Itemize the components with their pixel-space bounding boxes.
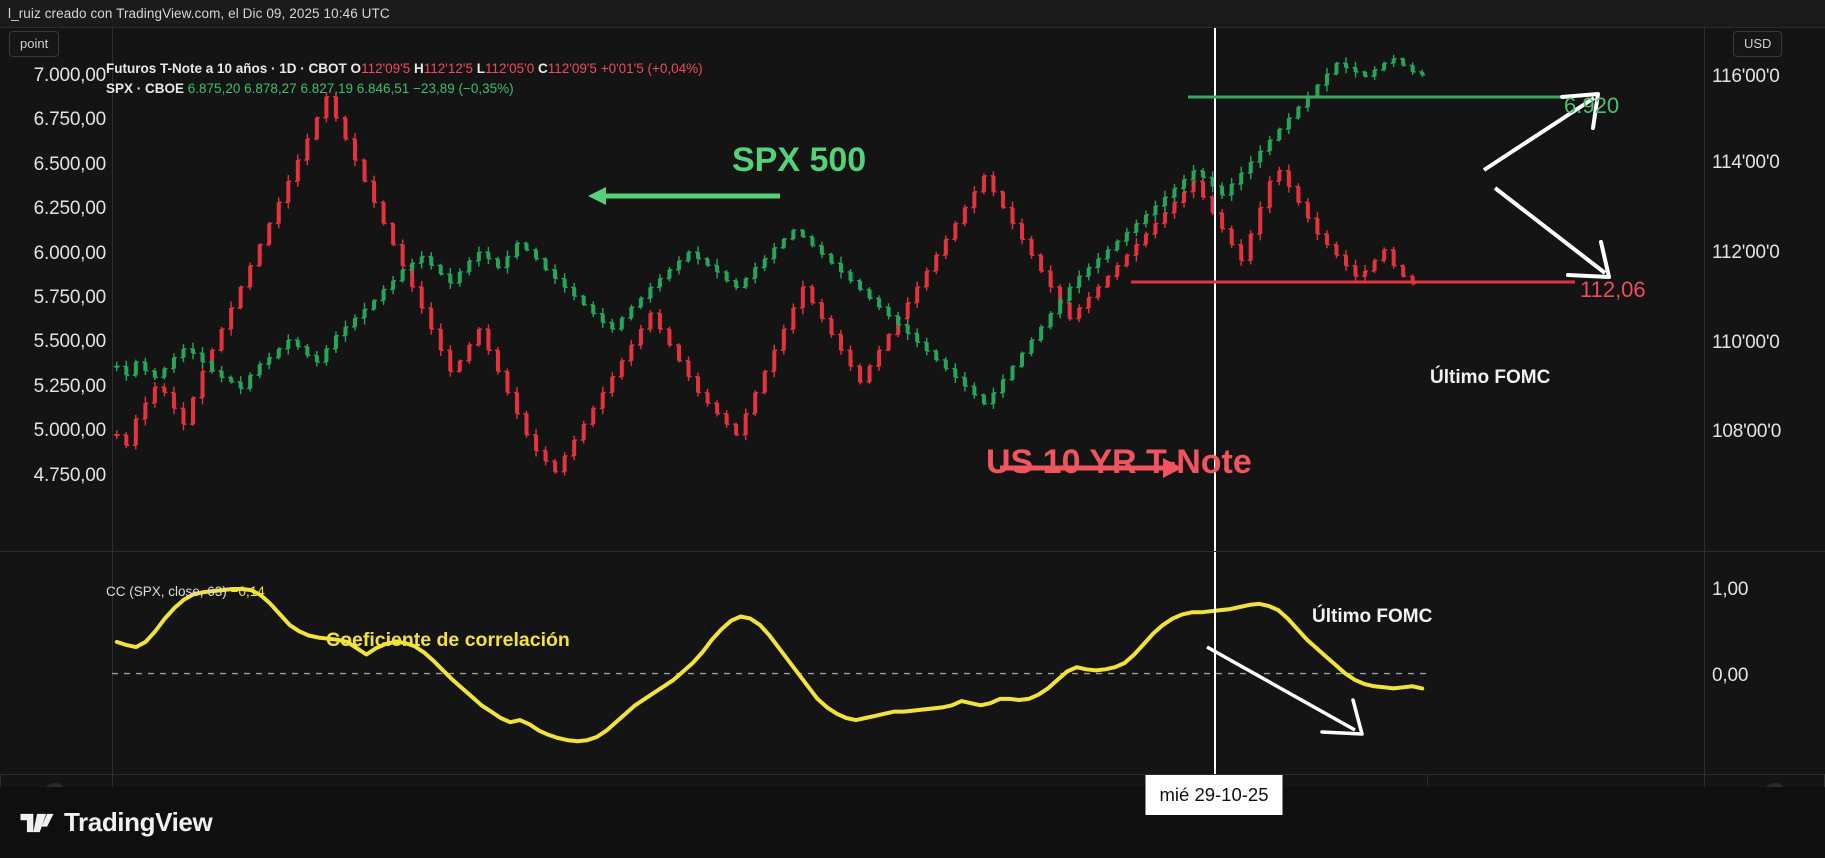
annotation-spx-500: SPX 500 <box>732 141 867 179</box>
legend-secondary-high: 6.878,27 <box>244 80 297 96</box>
right-axis-tick: 112'00'0 <box>1712 242 1780 263</box>
price-pane[interactable]: 7.000,00 6.750,00 6.500,00 6.250,00 6.00… <box>0 28 1825 552</box>
legend-low-label: L <box>476 61 485 76</box>
right-axis-unit-badge[interactable]: USD <box>1733 31 1783 57</box>
legend-high-label: H <box>414 61 424 76</box>
legend-primary-change: +0'01'5 (+0,04%) <box>600 61 703 76</box>
legend-primary-title: Futuros T-Note a 10 años · 1D · CBOT <box>106 61 347 76</box>
attribution-text: l_ruiz creado con TradingView.com, el Di… <box>8 6 390 21</box>
right-axis-tick: 108'00'0 <box>1712 421 1782 442</box>
left-axis-tick: 6.000,00 <box>33 243 107 264</box>
correlation-legend[interactable]: CC (SPX, close, 63) −0,14 <box>106 584 265 599</box>
legend-row-primary[interactable]: Futuros T-Note a 10 años · 1D · CBOT O11… <box>106 59 703 79</box>
fomc-vertical-line-lower <box>1214 552 1216 774</box>
footer-bar: TradingView <box>0 787 1825 858</box>
legend-close-label: C <box>537 61 548 76</box>
left-price-axis[interactable]: 7.000,00 6.750,00 6.500,00 6.250,00 6.00… <box>0 28 113 551</box>
left-axis-tick: 4.750,00 <box>33 465 107 486</box>
price-pane-legend: Futuros T-Note a 10 años · 1D · CBOT O11… <box>106 59 703 98</box>
tradingview-logo[interactable]: TradingView <box>0 807 213 838</box>
left-axis-tick: 6.500,00 <box>33 154 107 175</box>
annotation-ultimo-fomc-lower: Último FOMC <box>1312 606 1433 627</box>
annotation-us-10yr-tnote: US 10 YR T-Note <box>986 443 1252 481</box>
legend-open-label: O <box>350 61 362 76</box>
left-axis-unit-badge[interactable]: point <box>9 31 60 57</box>
left-axis-tick: 7.000,00 <box>33 65 107 86</box>
lower-axis-tick: 1,00 <box>1712 579 1749 600</box>
tradingview-logo-text: TradingView <box>64 807 213 837</box>
left-axis-tick: 6.250,00 <box>33 198 107 219</box>
left-axis-tick: 5.000,00 <box>33 420 107 441</box>
left-axis-tick: 5.500,00 <box>33 331 107 352</box>
legend-row-secondary[interactable]: SPX · CBOE 6.875,20 6.878,27 6.827,19 6.… <box>106 79 703 99</box>
legend-high-value: 112'12'5 <box>423 61 473 76</box>
correlation-series-canvas <box>112 587 1427 744</box>
indicator-value: −0,14 <box>230 584 265 599</box>
legend-secondary-change: −23,89 (−0,35%) <box>413 80 514 96</box>
legend-open-value: 112'09'5 <box>361 61 411 76</box>
lower-left-axis <box>0 552 113 774</box>
axis-divider <box>1704 552 1705 774</box>
attribution-bar: l_ruiz creado con TradingView.com, el Di… <box>0 0 1825 27</box>
annotation-ultimo-fomc-main: Último FOMC <box>1430 367 1551 388</box>
fomc-vertical-line-main <box>1214 28 1216 551</box>
annotation-coeficiente-correlacion: Coeficiente de correlación <box>326 629 570 651</box>
right-axis-tick: 114'00'0 <box>1712 152 1780 173</box>
time-cursor-date-badge: mié 29-10-25 <box>1145 775 1283 815</box>
price-tag-spx-level: 6.920 <box>1564 93 1620 118</box>
right-axis-tick: 116'00'0 <box>1712 66 1780 87</box>
legend-secondary-open: 6.875,20 <box>187 80 241 96</box>
legend-low-value: 112'05'0 <box>485 61 535 76</box>
legend-secondary-close: 6.846,51 <box>356 80 410 96</box>
left-axis-tick: 5.750,00 <box>33 287 107 308</box>
correlation-plot-area[interactable] <box>112 552 1427 774</box>
price-tag-tnote-level: 112,06 <box>1580 277 1646 302</box>
legend-secondary-low: 6.827,19 <box>300 80 353 96</box>
axis-divider <box>1704 28 1705 551</box>
tradingview-logo-icon <box>20 813 54 832</box>
right-axis-tick: 110'00'0 <box>1712 332 1780 353</box>
lower-axis-tick: 0,00 <box>1712 665 1749 686</box>
legend-close-value: 112'09'5 <box>547 61 597 76</box>
chart-frame: 7.000,00 6.750,00 6.500,00 6.250,00 6.00… <box>0 27 1825 815</box>
indicator-title: CC (SPX, close, 63) <box>106 584 227 599</box>
left-axis-tick: 6.750,00 <box>33 109 107 130</box>
lower-right-axis[interactable]: 1,00 0,00 <box>1427 552 1825 774</box>
correlation-pane[interactable]: 1,00 0,00 Coeficiente de correlación Últ… <box>0 552 1825 775</box>
legend-secondary-title: SPX · CBOE <box>106 80 185 96</box>
left-axis-tick: 5.250,00 <box>33 376 107 397</box>
